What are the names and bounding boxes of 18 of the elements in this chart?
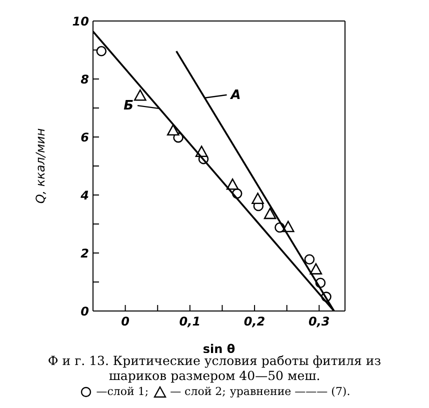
text: Ф и г. 13. Критические условия работы фитиля из шариков размером 40—50 меш. — [46, 353, 382, 383]
x-tick-label: 0,1 — [179, 314, 201, 329]
legend-label: —слой 1; — [95, 385, 149, 398]
y-tick-label: 0 — [80, 304, 89, 318]
y-tick-label: 8 — [80, 72, 89, 86]
y-tick-label: 10 — [72, 14, 89, 28]
x-tick-label: 0,3 — [308, 314, 330, 329]
legend-label: — слой 2; — [169, 385, 226, 398]
y-tick-label: 2 — [80, 246, 89, 260]
x-tick-label: 0 — [121, 314, 130, 329]
x-axis-title: sin θ — [202, 342, 236, 356]
y-tick-label: 4 — [80, 188, 89, 202]
annotation: А — [230, 88, 241, 103]
text: уравнение ——— (7). — [230, 385, 350, 398]
y-tick-label: 6 — [80, 130, 89, 144]
y-axis-title: Q, ккал/мин — [33, 128, 48, 204]
annotation: Б — [124, 98, 134, 114]
x-tick-label: 0,2 — [244, 314, 266, 329]
